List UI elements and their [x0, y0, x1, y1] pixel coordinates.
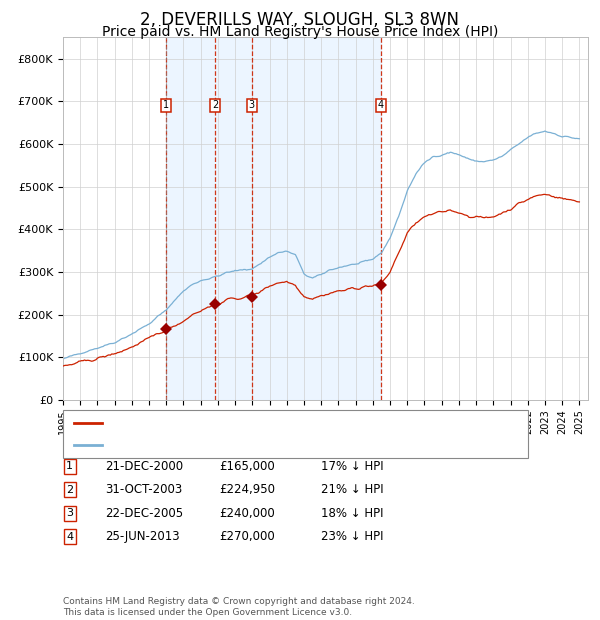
Text: 17% ↓ HPI: 17% ↓ HPI — [321, 460, 383, 472]
Text: 18% ↓ HPI: 18% ↓ HPI — [321, 507, 383, 520]
Text: Price paid vs. HM Land Registry's House Price Index (HPI): Price paid vs. HM Land Registry's House … — [102, 25, 498, 39]
Text: 21% ↓ HPI: 21% ↓ HPI — [321, 484, 383, 496]
Text: 1: 1 — [66, 461, 73, 471]
Text: 4: 4 — [378, 100, 384, 110]
Text: 21-DEC-2000: 21-DEC-2000 — [105, 460, 183, 472]
Text: 22-DEC-2005: 22-DEC-2005 — [105, 507, 183, 520]
Text: 2: 2 — [212, 100, 218, 110]
Text: 2: 2 — [66, 485, 73, 495]
Text: 1: 1 — [163, 100, 169, 110]
Text: 2, DEVERILLS WAY, SLOUGH, SL3 8WN (detached house): 2, DEVERILLS WAY, SLOUGH, SL3 8WN (detac… — [108, 418, 417, 428]
Text: Contains HM Land Registry data © Crown copyright and database right 2024.
This d: Contains HM Land Registry data © Crown c… — [63, 598, 415, 617]
Text: £270,000: £270,000 — [219, 531, 275, 543]
Bar — [166, 37, 381, 400]
Text: 4: 4 — [66, 532, 73, 542]
Text: £224,950: £224,950 — [219, 484, 275, 496]
Text: 31-OCT-2003: 31-OCT-2003 — [105, 484, 182, 496]
Text: 23% ↓ HPI: 23% ↓ HPI — [321, 531, 383, 543]
Text: HPI: Average price, detached house, Slough: HPI: Average price, detached house, Slou… — [108, 440, 348, 450]
Text: £165,000: £165,000 — [219, 460, 275, 472]
Text: 3: 3 — [249, 100, 255, 110]
Text: 3: 3 — [66, 508, 73, 518]
Text: 25-JUN-2013: 25-JUN-2013 — [105, 531, 179, 543]
Text: £240,000: £240,000 — [219, 507, 275, 520]
Text: 2, DEVERILLS WAY, SLOUGH, SL3 8WN: 2, DEVERILLS WAY, SLOUGH, SL3 8WN — [140, 11, 460, 29]
